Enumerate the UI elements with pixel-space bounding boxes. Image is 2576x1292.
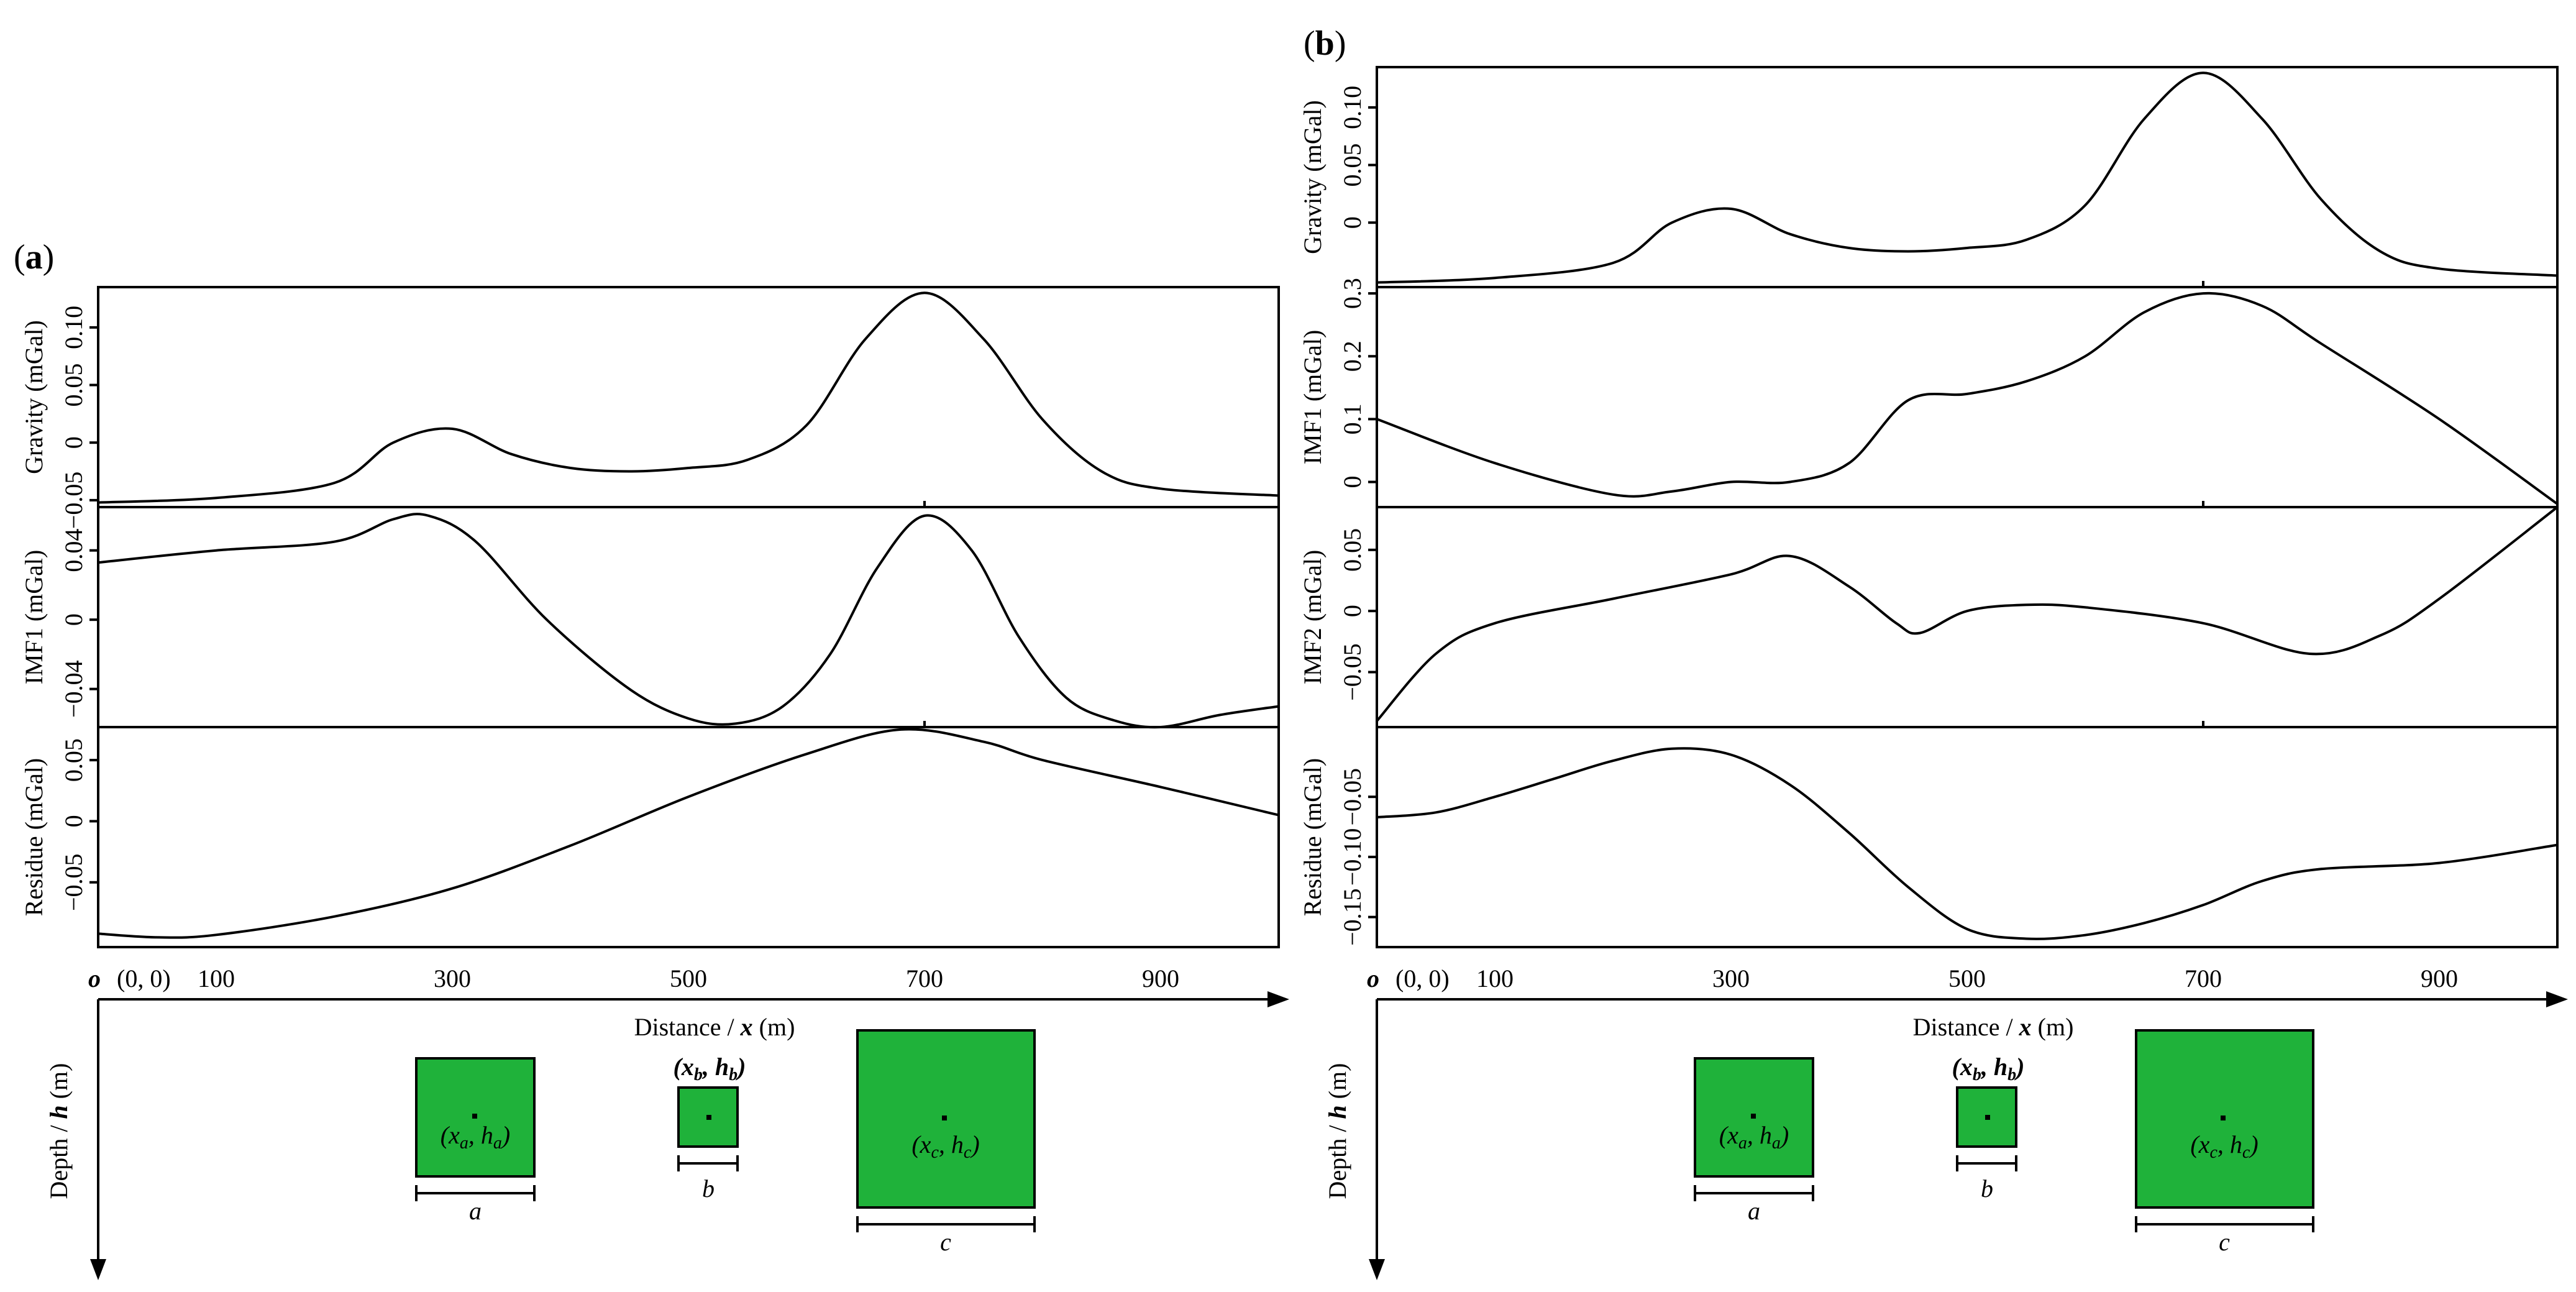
panel-b-xtick-label-700: 700 — [2185, 964, 2222, 992]
panel-a-imf1-ylabel: IMF1 (mGal) — [20, 550, 48, 685]
panel-b-residue-ylabel: Residue (mGal) — [1299, 758, 1327, 916]
panel-b-body-c-center — [2221, 1116, 2226, 1120]
panel-a-origin-coords: (0, 0) — [117, 964, 171, 992]
panel-b-residue-ytick-label-2: −0.05 — [1338, 768, 1366, 826]
panel-b-depth-label: Depth / h (m) — [1323, 1063, 1351, 1199]
panel-b-gravity-curve — [1376, 71, 2559, 284]
panel-b-residue-frame — [1376, 726, 2559, 948]
panel-b-xtick-labels: 100 300 500 700 900 — [1476, 964, 2458, 992]
panel-b-imf2-ytick-label-2: 0.05 — [1338, 528, 1366, 572]
panel-a-residue-ylabel: Residue (mGal) — [20, 758, 48, 916]
panel-b-gravity-frame — [1376, 66, 2559, 288]
panel-a-body-a-size-label: a — [469, 1197, 482, 1225]
panel-a-body-c-size-label: c — [940, 1228, 951, 1256]
panel-b-distance-arrowhead — [2546, 991, 2568, 1007]
panel-b-label: (b) — [1304, 24, 1346, 63]
panel-a-xtick-label-100: 100 — [198, 964, 235, 992]
panel-a-residue-ytick-label-0: −0.05 — [60, 853, 88, 911]
panel-b-origin-coords: (0, 0) — [1395, 964, 1450, 992]
panel-b-xtick-label-300: 300 — [1712, 964, 1750, 992]
panel-a-body-a-center — [472, 1114, 477, 1119]
panel-b: (b) Gravity (mGal) IMF1 (mGal) IMF2 (mGa… — [1299, 24, 2568, 1280]
panel-a-depth-arrowhead — [90, 1259, 106, 1280]
panel-a-residue-curve — [97, 728, 1280, 939]
panel-b-residue-ytick-label-0: −0.15 — [1338, 888, 1366, 946]
panel-b-imf2-curve — [1376, 506, 2559, 723]
panel-b-depth-arrowhead — [1369, 1259, 1385, 1280]
panel-a-residue-ytick-label-1: 0 — [60, 815, 88, 827]
panel-a-imf1-ytick-label-2: 0.04 — [60, 529, 88, 572]
panel-a-residue-frame — [97, 726, 1280, 948]
panel-b-xtick-label-500: 500 — [1948, 964, 1986, 992]
panel-b-imf1-ytick-label-0: 0 — [1338, 476, 1366, 488]
panel-b-xlabel: Distance / x (m) — [1913, 1013, 2074, 1041]
panel-a-gravity-curve — [97, 291, 1280, 504]
panel-b-imf1-ytick-label-1: 0.1 — [1338, 403, 1366, 434]
panel-b-body-b-center — [1985, 1115, 1990, 1120]
panel-a-depth-label: Depth / h (m) — [45, 1063, 73, 1199]
panel-b-imf2-ytick-label-0: −0.05 — [1338, 643, 1366, 701]
panel-a-imf1-frame — [97, 506, 1280, 728]
panel-b-imf1-ylabel: IMF1 (mGal) — [1299, 330, 1327, 465]
panel-b-body-b-top-label: (xb, hb) — [1952, 1053, 2025, 1084]
panel-a-xtick-label-900: 900 — [1142, 964, 1179, 992]
panel-b-imf1-curve — [1376, 291, 2559, 505]
panel-b-imf2-ylabel: IMF2 (mGal) — [1299, 550, 1327, 685]
panel-b-body-a-center — [1751, 1114, 1756, 1119]
panel-a-label: (a) — [14, 238, 54, 277]
panel-a-distance-arrowhead — [1267, 991, 1289, 1007]
panel-a-body-b-center — [706, 1115, 711, 1120]
panel-b-residue-curve — [1376, 747, 2559, 940]
panel-b-plots: 00.050.1000.10.20.3−0.0500.05−0.15−0.10−… — [1338, 71, 2559, 946]
panel-b-residue-ytick-label-1: −0.10 — [1338, 828, 1366, 886]
panel-b-gravity-ytick-label-2: 0.10 — [1338, 86, 1366, 129]
panel-b-imf2-ytick-label-1: 0 — [1338, 605, 1366, 617]
panel-a-xtick-label-700: 700 — [906, 964, 943, 992]
panel-a-gravity-frame — [97, 286, 1280, 508]
panel-a-body-c-center — [942, 1116, 947, 1120]
panel-b-body-b-size-label: b — [1981, 1175, 1993, 1203]
panel-b-xtick-label-100: 100 — [1476, 964, 1514, 992]
panel-a-imf1-curve — [97, 513, 1280, 729]
panel-b-gravity-ytick-label-1: 0.05 — [1338, 144, 1366, 187]
panel-b-origin-label: o — [1367, 964, 1379, 992]
panel-a-origin-label: o — [88, 964, 101, 992]
panel-a-xtick-label-500: 500 — [670, 964, 707, 992]
panel-a-xtick-labels: 100 300 500 700 900 — [198, 964, 1179, 992]
panel-a-body-b-size-label: b — [702, 1175, 715, 1203]
panel-b-imf2-frame — [1376, 506, 2559, 728]
panel-b-imf1-ytick-label-3: 0.3 — [1338, 278, 1366, 309]
panel-b-imf1-frame — [1376, 286, 2559, 508]
panel-b-imf1-ytick-label-2: 0.2 — [1338, 341, 1366, 372]
panel-b-xtick-label-900: 900 — [2421, 964, 2458, 992]
panel-a-xlabel: Distance / x (m) — [634, 1013, 795, 1041]
panel-a-gravity-ylabel: Gravity (mGal) — [20, 320, 48, 474]
panel-a-gravity-ytick-label-2: 0.05 — [60, 364, 88, 407]
panel-a-body-b-top-label: (xb, hb) — [674, 1053, 746, 1084]
panel-b-gravity-ylabel: Gravity (mGal) — [1299, 100, 1327, 254]
panel-a-imf1-ytick-label-0: −0.04 — [60, 660, 88, 718]
panel-b-body-a-center-label: (xa, ha) — [1719, 1121, 1789, 1153]
panel-a-gravity-ytick-label-0: −0.05 — [60, 472, 88, 529]
panel-a-xtick-label-300: 300 — [434, 964, 471, 992]
panel-b-gravity-ytick-label-0: 0 — [1338, 216, 1366, 229]
panel-b-body-c-size-label: c — [2219, 1228, 2230, 1256]
panel-a-imf1-ytick-label-1: 0 — [60, 613, 88, 626]
panel-a-residue-ytick-label-2: 0.05 — [60, 738, 88, 782]
panel-a-gravity-ytick-label-1: 0 — [60, 436, 88, 449]
panel-a: (a) Gravity (mGal) IMF1 (mGal) Residue (… — [14, 238, 1289, 1280]
panel-b-body-a-size-label: a — [1748, 1197, 1760, 1225]
panel-a-body-c-center-label: (xc, hc) — [911, 1130, 979, 1162]
panel-a-gravity-ytick-label-3: 0.10 — [60, 306, 88, 349]
